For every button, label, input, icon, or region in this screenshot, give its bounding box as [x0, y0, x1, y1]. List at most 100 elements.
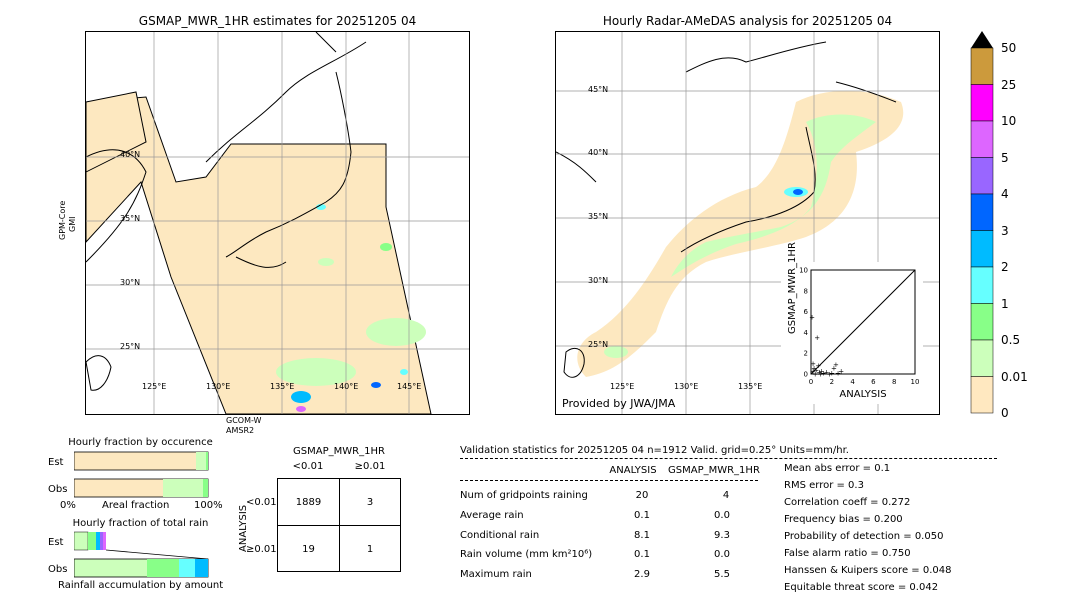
total-rain-est-segment	[103, 532, 106, 550]
lat-label: 25°N	[120, 342, 141, 351]
contingency-cell: 19	[302, 544, 315, 555]
satellite-swath	[86, 96, 432, 414]
analysis-rain-heavy	[793, 189, 803, 195]
scatter-point: +	[810, 367, 816, 375]
stat-analysis: 2.9	[634, 569, 650, 580]
contingency-col-ge: ≥0.01	[354, 461, 386, 472]
left-map-title: GSMAP_MWR_1HR estimates for 20251205 04	[138, 14, 417, 28]
colorbar	[970, 31, 994, 414]
scatter-point: +	[815, 362, 821, 370]
lat-label: 40°N	[588, 148, 609, 157]
analysis-rain-light	[671, 114, 876, 277]
colorbar-cell	[970, 84, 994, 122]
scatter-point: +	[829, 369, 835, 377]
rain-patch	[380, 243, 392, 251]
colorbar-label: 3	[1001, 223, 1009, 238]
scatter-x-tick-label: 4	[850, 378, 855, 386]
colorbar-label: 10	[1001, 114, 1017, 128]
stat-label: Conditional rain	[460, 530, 540, 541]
score-line: RMS error = 0.3	[784, 480, 864, 491]
scatter-point: +	[811, 364, 817, 372]
scatter-point: +	[817, 371, 823, 379]
scatter-point: +	[835, 369, 841, 377]
scatter-diagonal	[810, 269, 916, 375]
stat-label: Num of gridpoints raining	[460, 490, 588, 501]
colorbar-label: 0	[1001, 406, 1009, 420]
total-rain-est-segment	[74, 531, 89, 551]
occurrence-title: Hourly fraction by occurence	[68, 437, 213, 448]
occurrence-axis-label: Areal fraction	[102, 500, 170, 511]
side-label-1: GPM-Core	[58, 200, 67, 240]
score-line: Probability of detection = 0.050	[784, 531, 944, 542]
lat-label: 30°N	[588, 276, 609, 285]
stat-gsmap: 0.0	[714, 549, 730, 560]
scatter-ylabel: GSMAP_MWR_1HR	[787, 242, 798, 334]
scatter-y-tick-label: 10	[799, 267, 808, 275]
score-line: False alarm ratio = 0.750	[784, 548, 911, 559]
validation-col-analysis: ANALYSIS	[609, 465, 657, 476]
scatter-y-tick-label: 2	[804, 350, 808, 358]
score-line: Correlation coeff = 0.272	[784, 497, 911, 508]
lon-label: 135°E	[738, 382, 763, 391]
lat-label: 35°N	[120, 214, 141, 223]
scatter-ticks: 00 2 2 4 4 6 6 8 8 10 10	[799, 267, 919, 387]
scatter-x-tick-label: 0	[809, 378, 813, 386]
scatter-point: +	[821, 369, 827, 377]
colorbar-extend-arrow	[971, 31, 993, 48]
stat-gsmap: 9.3	[714, 530, 730, 541]
colorbar-cell	[970, 376, 994, 414]
contingency-row-ge: ≥0.01	[246, 544, 277, 555]
validation-header: Validation statistics for 20251205 04 n=…	[460, 445, 849, 456]
lon-label: 145°E	[397, 382, 422, 391]
occurrence-obs-label: Obs	[48, 484, 68, 495]
bottom-label-2: AMSR2	[226, 426, 255, 435]
total-rain-est-segment	[96, 532, 100, 550]
total-rain-est-label: Est	[48, 537, 64, 548]
validation-header-rule	[460, 458, 997, 459]
occurrence-axis-right: 100%	[194, 500, 223, 511]
right-map-title: Hourly Radar-AMeDAS analysis for 2025120…	[602, 14, 893, 28]
score-line: Mean abs error = 0.1	[784, 463, 891, 474]
total-rain-est-segment	[100, 532, 103, 550]
stat-analysis: 8.1	[634, 530, 650, 541]
left-map-panel: 40°N 35°N 30°N 25°N 125°E 130°E 135°E 14…	[85, 31, 470, 415]
colorbar-label: 0.01	[1001, 369, 1028, 384]
scatter-point: +	[827, 371, 833, 379]
score-line: Hanssen & Kuipers score = 0.048	[784, 565, 952, 576]
lat-label: 40°N	[120, 150, 141, 159]
colorbar-cells	[970, 47, 994, 414]
contingency-row-lt: <0.01	[246, 497, 277, 508]
colorbar-label: 1	[1001, 296, 1009, 311]
colorbar-cell	[970, 157, 994, 195]
scatter-y-tick-label: 6	[804, 308, 809, 316]
scatter-point: +	[818, 367, 824, 375]
occurrence-obs-segment	[163, 479, 203, 497]
scatter-point: +	[838, 367, 844, 375]
lat-label: 45°N	[588, 85, 609, 94]
rain-patch	[366, 318, 426, 346]
taiwan-coastline	[86, 355, 112, 391]
scatter-xlabel: ANALYSIS	[839, 389, 887, 400]
occurrence-est-bar	[74, 451, 209, 471]
occurrence-est-label: Est	[48, 457, 64, 468]
occurrence-obs-segment	[203, 479, 208, 497]
stat-analysis: 20	[635, 490, 649, 501]
contingency-cell: 3	[366, 497, 374, 508]
rain-patch	[296, 406, 306, 412]
stat-analysis: 0.1	[634, 549, 650, 560]
contingency-title: GSMAP_MWR_1HR	[293, 446, 385, 457]
scatter-point: +	[816, 368, 822, 376]
stat-gsmap: 0.0	[714, 510, 730, 521]
scatter-inset: 00 2 2 4 4 6 6 8 8 10 10 ++++++++++++++ + ++++	[799, 267, 919, 387]
colorbar-cell	[970, 230, 994, 268]
right-map-svg	[556, 32, 939, 414]
score-line: Equitable threat score = 0.042	[784, 582, 939, 593]
scatter-point: +	[814, 334, 820, 342]
lon-label: 125°E	[610, 382, 635, 391]
colorbar-label: 4	[1001, 187, 1009, 201]
side-label-2: GMI	[68, 216, 77, 232]
contingency-cell: 1	[366, 544, 374, 555]
rain-patch	[316, 204, 326, 210]
scatter-point: +	[809, 313, 815, 321]
scatter-x-tick-label: 2	[830, 378, 834, 386]
